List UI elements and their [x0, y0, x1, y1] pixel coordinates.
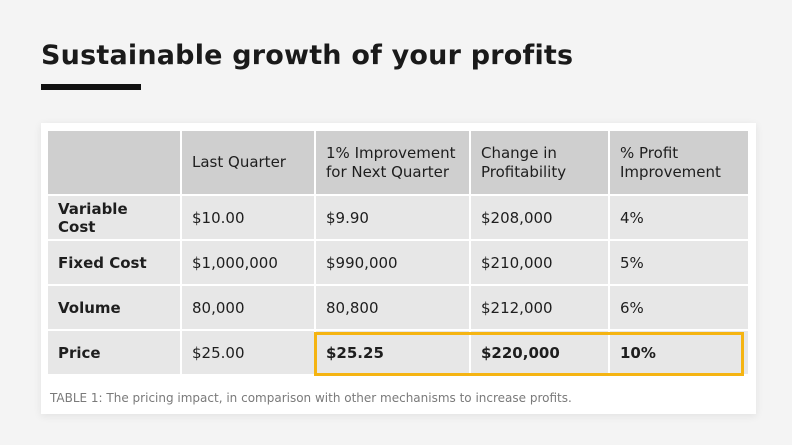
row-label: Price [48, 331, 180, 374]
table-card: Last Quarter 1% Improvement for Next Qua… [41, 123, 756, 414]
header-cell-empty [48, 131, 180, 194]
table-cell: $990,000 [316, 241, 469, 284]
row-label: Volume [48, 286, 180, 329]
page-title: Sustainable growth of your profits [41, 40, 574, 71]
table-cell: $10.00 [182, 196, 314, 239]
table-cell: 10% [610, 331, 748, 374]
table-row: Volume 80,000 80,800 $212,000 6% [48, 286, 748, 329]
row-label: Fixed Cost [48, 241, 180, 284]
table-row: Fixed Cost $1,000,000 $990,000 $210,000 … [48, 241, 748, 284]
caption-prefix: TABLE 1: [50, 391, 103, 405]
header-cell-profit-improvement: % Profit Improvement [610, 131, 748, 194]
table-cell: $9.90 [316, 196, 469, 239]
row-label: Variable Cost [48, 196, 180, 239]
table-caption: TABLE 1: The pricing impact, in comparis… [50, 391, 572, 405]
table-row: Variable Cost $10.00 $9.90 $208,000 4% [48, 196, 748, 239]
table-cell: $210,000 [471, 241, 608, 284]
table-cell: 5% [610, 241, 748, 284]
title-underline [41, 84, 141, 90]
table-cell: $25.00 [182, 331, 314, 374]
table-cell: $220,000 [471, 331, 608, 374]
table-cell: $1,000,000 [182, 241, 314, 284]
table-cell: 4% [610, 196, 748, 239]
table-header-row: Last Quarter 1% Improvement for Next Qua… [48, 131, 748, 194]
header-cell-change: Change in Profitability [471, 131, 608, 194]
table-cell: $212,000 [471, 286, 608, 329]
pricing-table: Last Quarter 1% Improvement for Next Qua… [46, 129, 750, 376]
header-cell-last-quarter: Last Quarter [182, 131, 314, 194]
table-cell: 80,800 [316, 286, 469, 329]
table-cell: $25.25 [316, 331, 469, 374]
caption-text: The pricing impact, in comparison with o… [102, 391, 572, 405]
table-cell: 6% [610, 286, 748, 329]
table-cell: $208,000 [471, 196, 608, 239]
header-cell-improvement: 1% Improvement for Next Quarter [316, 131, 469, 194]
table-row-highlighted: Price $25.00 $25.25 $220,000 10% [48, 331, 748, 374]
table-cell: 80,000 [182, 286, 314, 329]
